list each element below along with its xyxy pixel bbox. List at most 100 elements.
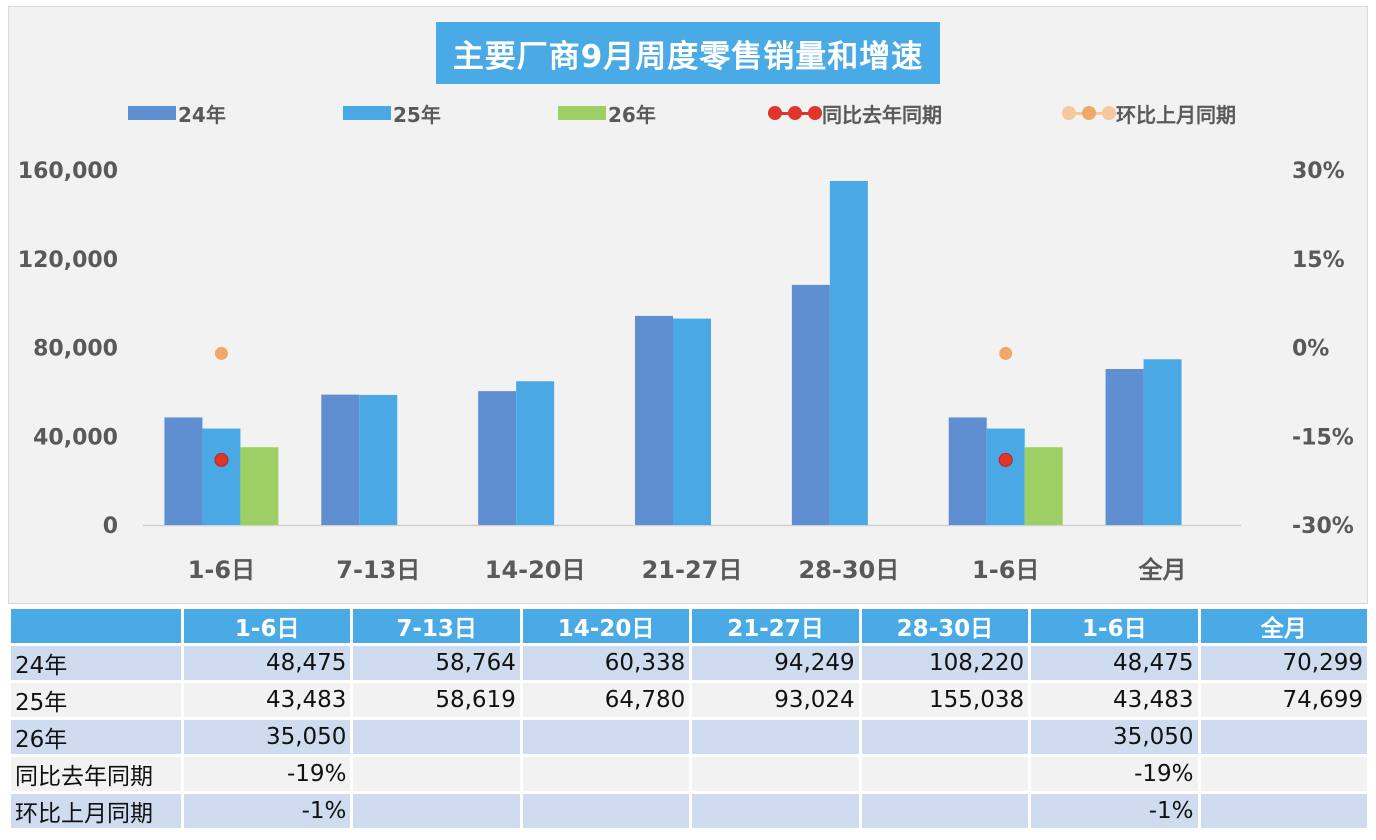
table-header-cell: 1-6日 [184, 609, 351, 643]
table-cell: 70,299 [1200, 646, 1367, 680]
yoy-marker [998, 452, 1013, 467]
table-cell [861, 757, 1029, 791]
table-row: 环比上月同期 -1% -1% [11, 794, 1367, 828]
legend-item-mom: 环比上月同期 [1062, 98, 1236, 128]
table-cell: 94,249 [692, 646, 859, 680]
legend-marker-yoy [768, 103, 822, 123]
x-tick-label: 21-27日 [642, 556, 743, 584]
yoy-marker [214, 452, 229, 467]
y-tick-label: 120,000 [18, 248, 118, 273]
bar-26 [1024, 447, 1063, 525]
table-cell [522, 794, 690, 828]
y-tick-label: 40,000 [33, 425, 118, 450]
x-tick-label: 14-20日 [485, 556, 586, 584]
legend-item-25: 25年 [343, 98, 441, 128]
table-cell: 58,764 [353, 646, 520, 680]
table-cell: 43,483 [184, 683, 351, 717]
table-cell [353, 757, 520, 791]
bar-25 [1143, 359, 1182, 525]
row-label: 24年 [11, 646, 181, 680]
legend-swatch-25 [343, 106, 391, 120]
table-cell [522, 757, 690, 791]
bar-24 [635, 315, 673, 525]
table-cell [1200, 794, 1367, 828]
x-tick-label: 全月 [1138, 556, 1187, 584]
legend-marker-mom [1062, 103, 1116, 123]
table-cell: 35,050 [184, 720, 351, 754]
table-row: 25年 43,483 58,619 64,780 93,024 155,038 … [11, 683, 1367, 717]
table-row: 同比去年同期 -19% -19% [11, 757, 1367, 791]
bar-24 [321, 394, 360, 525]
bar-25 [516, 381, 555, 525]
chart-title: 主要厂商9月周度零售销量和增速 [436, 22, 940, 84]
table-cell [353, 794, 520, 828]
table-cell: -1% [184, 794, 351, 828]
data-table: 1-6日 7-13日 14-20日 21-27日 28-30日 1-6日 全月 … [8, 606, 1370, 831]
table-cell [353, 720, 520, 754]
table-cell: 48,475 [184, 646, 351, 680]
row-label: 26年 [11, 720, 181, 754]
table-cell: 58,619 [353, 683, 520, 717]
table-cell: 93,024 [692, 683, 859, 717]
legend-label-26: 26年 [608, 102, 656, 127]
table-cell: -19% [184, 757, 351, 791]
table-header-cell: 28-30日 [861, 609, 1029, 643]
legend-label-25: 25年 [393, 102, 441, 127]
row-label: 25年 [11, 683, 181, 717]
y2-tick-label: 15% [1292, 248, 1345, 273]
y2-tick-label: 0% [1292, 337, 1329, 362]
legend-label-24: 24年 [178, 102, 226, 127]
bar-24 [791, 284, 830, 525]
table-cell: 35,050 [1031, 720, 1198, 754]
bar-24 [478, 391, 517, 525]
legend-label-yoy: 同比去年同期 [822, 102, 942, 127]
table-cell: 74,699 [1200, 683, 1367, 717]
legend-item-26: 26年 [558, 98, 656, 128]
mom-marker [214, 346, 228, 360]
bar-24 [948, 417, 987, 525]
row-label: 同比去年同期 [11, 757, 181, 791]
mom-marker [999, 346, 1013, 360]
chart-plot: 160,000 120,000 80,000 40,000 0 30% 15% 0% -15% -… [18, 159, 1354, 584]
y2-tick-label: 30% [1292, 159, 1345, 184]
bar-25 [673, 318, 711, 525]
y-tick-label: 160,000 [18, 159, 118, 184]
bar-25 [986, 428, 1025, 525]
table-cell [522, 720, 690, 754]
table-cell [1200, 757, 1367, 791]
table-cell [861, 794, 1029, 828]
table-cell: 48,475 [1031, 646, 1198, 680]
bar-24 [164, 417, 203, 525]
table-cell [1200, 720, 1367, 754]
table-cell: 108,220 [861, 646, 1029, 680]
x-tick-label: 1-6日 [188, 556, 255, 584]
legend-item-yoy: 同比去年同期 [768, 98, 942, 128]
table-cell: -19% [1031, 757, 1198, 791]
table-cell [692, 720, 859, 754]
y2-tick-label: -30% [1292, 514, 1354, 539]
y2-tick-label: -15% [1292, 425, 1354, 450]
table-header-cell: 7-13日 [353, 609, 520, 643]
table-cell [861, 720, 1029, 754]
table-header-cell: 14-20日 [522, 609, 690, 643]
bar-25 [202, 428, 241, 525]
x-tick-label: 7-13日 [336, 556, 420, 584]
table-row: 24年 48,475 58,764 60,338 94,249 108,220 … [11, 646, 1367, 680]
table-cell: 60,338 [522, 646, 690, 680]
table-cell: -1% [1031, 794, 1198, 828]
x-tick-label: 1-6日 [972, 556, 1039, 584]
row-label: 环比上月同期 [11, 794, 181, 828]
legend-swatch-24 [128, 106, 176, 120]
y-tick-label: 0 [103, 514, 118, 539]
table-header-cell: 1-6日 [1031, 609, 1198, 643]
legend-swatch-26 [558, 106, 606, 120]
x-tick-label: 28-30日 [798, 556, 899, 584]
table-header-cell: 全月 [1200, 609, 1367, 643]
table-cell [692, 794, 859, 828]
bar-26 [240, 447, 279, 525]
legend-label-mom: 环比上月同期 [1116, 102, 1236, 127]
legend-item-24: 24年 [128, 98, 226, 128]
bar-24 [1105, 369, 1144, 525]
table-row: 26年 35,050 35,050 [11, 720, 1367, 754]
table-header-row: 1-6日 7-13日 14-20日 21-27日 28-30日 1-6日 全月 [11, 609, 1367, 643]
